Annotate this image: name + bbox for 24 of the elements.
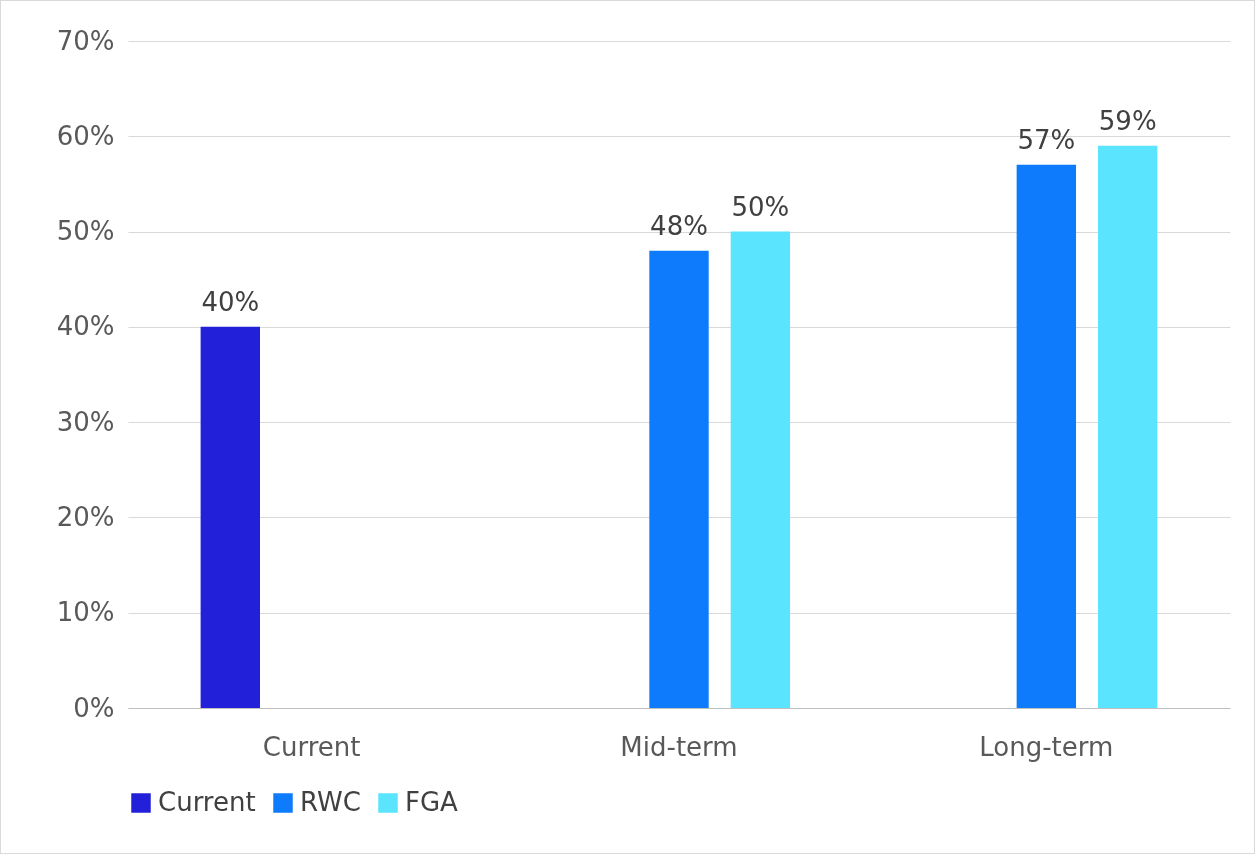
y-tick-label: 60% xyxy=(56,120,115,151)
bar xyxy=(1097,145,1158,708)
data-label: 59% xyxy=(1098,105,1157,136)
bar xyxy=(730,231,791,708)
data-label: 57% xyxy=(1017,124,1076,155)
legend-label: FGA xyxy=(405,787,459,817)
x-tick-label: Current xyxy=(262,731,361,762)
y-tick-label: 20% xyxy=(56,501,115,532)
y-tick-label: 10% xyxy=(56,597,115,628)
legend-label: Current xyxy=(158,787,256,817)
legend-label: RWC xyxy=(300,787,361,817)
y-tick-label: 40% xyxy=(56,311,115,342)
x-tick-label: Mid-term xyxy=(620,731,738,762)
bar xyxy=(1016,164,1077,708)
data-label: 40% xyxy=(201,286,260,317)
y-tick-label: 30% xyxy=(56,406,115,437)
y-tick-label: 70% xyxy=(56,25,115,56)
bar xyxy=(200,326,261,708)
data-label: 48% xyxy=(650,210,708,241)
data-label: 50% xyxy=(731,191,790,222)
x-tick-label: Long-term xyxy=(979,731,1114,762)
bar xyxy=(649,250,709,708)
y-tick-label: 0% xyxy=(73,692,115,723)
y-tick-label: 50% xyxy=(56,216,115,247)
